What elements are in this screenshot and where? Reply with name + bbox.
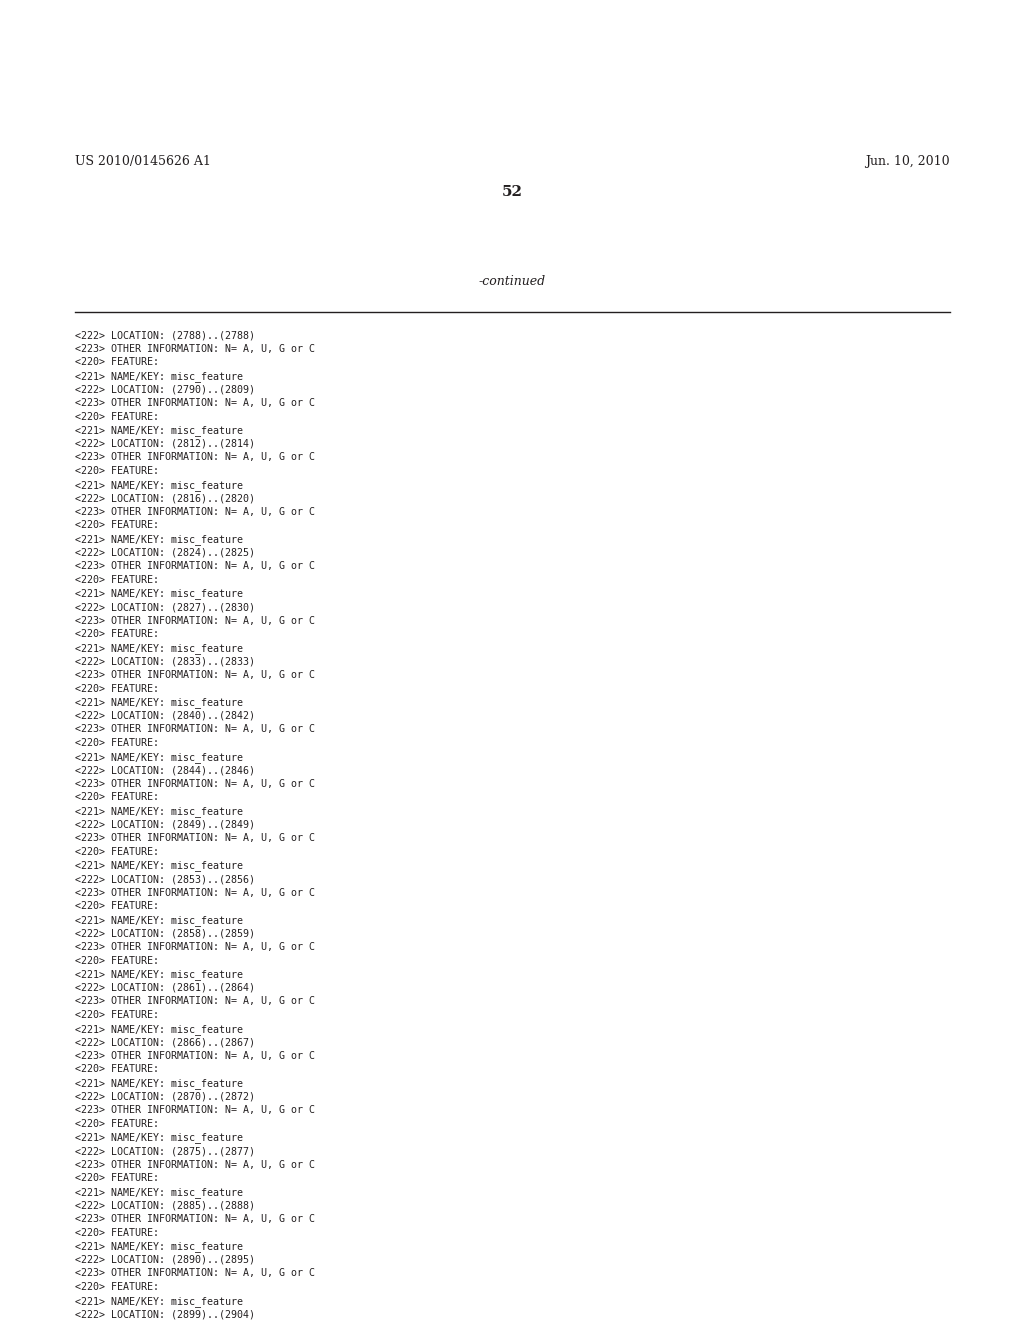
Text: <220> FEATURE:: <220> FEATURE: bbox=[75, 630, 159, 639]
Text: <223> OTHER INFORMATION: N= A, U, G or C: <223> OTHER INFORMATION: N= A, U, G or C bbox=[75, 1105, 315, 1115]
Text: <220> FEATURE:: <220> FEATURE: bbox=[75, 1173, 159, 1183]
Text: <222> LOCATION: (2875)..(2877): <222> LOCATION: (2875)..(2877) bbox=[75, 1146, 255, 1156]
Text: <220> FEATURE:: <220> FEATURE: bbox=[75, 466, 159, 477]
Text: <221> NAME/KEY: misc_feature: <221> NAME/KEY: misc_feature bbox=[75, 697, 243, 708]
Text: <222> LOCATION: (2870)..(2872): <222> LOCATION: (2870)..(2872) bbox=[75, 1092, 255, 1102]
Text: <221> NAME/KEY: misc_feature: <221> NAME/KEY: misc_feature bbox=[75, 915, 243, 925]
Text: <223> OTHER INFORMATION: N= A, U, G or C: <223> OTHER INFORMATION: N= A, U, G or C bbox=[75, 997, 315, 1006]
Text: <221> NAME/KEY: misc_feature: <221> NAME/KEY: misc_feature bbox=[75, 1078, 243, 1089]
Text: <221> NAME/KEY: misc_feature: <221> NAME/KEY: misc_feature bbox=[75, 1023, 243, 1035]
Text: <223> OTHER INFORMATION: N= A, U, G or C: <223> OTHER INFORMATION: N= A, U, G or C bbox=[75, 615, 315, 626]
Text: <223> OTHER INFORMATION: N= A, U, G or C: <223> OTHER INFORMATION: N= A, U, G or C bbox=[75, 1051, 315, 1061]
Text: US 2010/0145626 A1: US 2010/0145626 A1 bbox=[75, 154, 211, 168]
Text: <223> OTHER INFORMATION: N= A, U, G or C: <223> OTHER INFORMATION: N= A, U, G or C bbox=[75, 453, 315, 462]
Text: <222> LOCATION: (2858)..(2859): <222> LOCATION: (2858)..(2859) bbox=[75, 928, 255, 939]
Text: <220> FEATURE:: <220> FEATURE: bbox=[75, 574, 159, 585]
Text: <223> OTHER INFORMATION: N= A, U, G or C: <223> OTHER INFORMATION: N= A, U, G or C bbox=[75, 671, 315, 680]
Text: <223> OTHER INFORMATION: N= A, U, G or C: <223> OTHER INFORMATION: N= A, U, G or C bbox=[75, 1214, 315, 1224]
Text: <222> LOCATION: (2840)..(2842): <222> LOCATION: (2840)..(2842) bbox=[75, 710, 255, 721]
Text: <220> FEATURE:: <220> FEATURE: bbox=[75, 1119, 159, 1129]
Text: -continued: -continued bbox=[478, 275, 546, 288]
Text: <222> LOCATION: (2853)..(2856): <222> LOCATION: (2853)..(2856) bbox=[75, 874, 255, 884]
Text: <221> NAME/KEY: misc_feature: <221> NAME/KEY: misc_feature bbox=[75, 535, 243, 545]
Text: <221> NAME/KEY: misc_feature: <221> NAME/KEY: misc_feature bbox=[75, 1187, 243, 1197]
Text: <220> FEATURE:: <220> FEATURE: bbox=[75, 358, 159, 367]
Text: <223> OTHER INFORMATION: N= A, U, G or C: <223> OTHER INFORMATION: N= A, U, G or C bbox=[75, 833, 315, 843]
Text: <221> NAME/KEY: misc_feature: <221> NAME/KEY: misc_feature bbox=[75, 861, 243, 871]
Text: <220> FEATURE:: <220> FEATURE: bbox=[75, 520, 159, 531]
Text: <222> LOCATION: (2866)..(2867): <222> LOCATION: (2866)..(2867) bbox=[75, 1038, 255, 1047]
Text: <223> OTHER INFORMATION: N= A, U, G or C: <223> OTHER INFORMATION: N= A, U, G or C bbox=[75, 561, 315, 572]
Text: <220> FEATURE:: <220> FEATURE: bbox=[75, 1228, 159, 1238]
Text: <220> FEATURE:: <220> FEATURE: bbox=[75, 956, 159, 966]
Text: <220> FEATURE:: <220> FEATURE: bbox=[75, 902, 159, 911]
Text: <221> NAME/KEY: misc_feature: <221> NAME/KEY: misc_feature bbox=[75, 589, 243, 599]
Text: <221> NAME/KEY: misc_feature: <221> NAME/KEY: misc_feature bbox=[75, 1296, 243, 1307]
Text: 52: 52 bbox=[502, 185, 522, 199]
Text: <222> LOCATION: (2844)..(2846): <222> LOCATION: (2844)..(2846) bbox=[75, 766, 255, 775]
Text: <220> FEATURE:: <220> FEATURE: bbox=[75, 1282, 159, 1292]
Text: <222> LOCATION: (2788)..(2788): <222> LOCATION: (2788)..(2788) bbox=[75, 330, 255, 341]
Text: <221> NAME/KEY: misc_feature: <221> NAME/KEY: misc_feature bbox=[75, 425, 243, 436]
Text: <222> LOCATION: (2812)..(2814): <222> LOCATION: (2812)..(2814) bbox=[75, 438, 255, 449]
Text: <223> OTHER INFORMATION: N= A, U, G or C: <223> OTHER INFORMATION: N= A, U, G or C bbox=[75, 725, 315, 734]
Text: <221> NAME/KEY: misc_feature: <221> NAME/KEY: misc_feature bbox=[75, 751, 243, 763]
Text: <223> OTHER INFORMATION: N= A, U, G or C: <223> OTHER INFORMATION: N= A, U, G or C bbox=[75, 1269, 315, 1278]
Text: <220> FEATURE:: <220> FEATURE: bbox=[75, 684, 159, 693]
Text: <222> LOCATION: (2890)..(2895): <222> LOCATION: (2890)..(2895) bbox=[75, 1255, 255, 1265]
Text: <223> OTHER INFORMATION: N= A, U, G or C: <223> OTHER INFORMATION: N= A, U, G or C bbox=[75, 942, 315, 952]
Text: <223> OTHER INFORMATION: N= A, U, G or C: <223> OTHER INFORMATION: N= A, U, G or C bbox=[75, 507, 315, 517]
Text: <223> OTHER INFORMATION: N= A, U, G or C: <223> OTHER INFORMATION: N= A, U, G or C bbox=[75, 1159, 315, 1170]
Text: <223> OTHER INFORMATION: N= A, U, G or C: <223> OTHER INFORMATION: N= A, U, G or C bbox=[75, 343, 315, 354]
Text: <221> NAME/KEY: misc_feature: <221> NAME/KEY: misc_feature bbox=[75, 1133, 243, 1143]
Text: <221> NAME/KEY: misc_feature: <221> NAME/KEY: misc_feature bbox=[75, 643, 243, 653]
Text: <223> OTHER INFORMATION: N= A, U, G or C: <223> OTHER INFORMATION: N= A, U, G or C bbox=[75, 887, 315, 898]
Text: <223> OTHER INFORMATION: N= A, U, G or C: <223> OTHER INFORMATION: N= A, U, G or C bbox=[75, 779, 315, 789]
Text: <222> LOCATION: (2861)..(2864): <222> LOCATION: (2861)..(2864) bbox=[75, 983, 255, 993]
Text: <222> LOCATION: (2899)..(2904): <222> LOCATION: (2899)..(2904) bbox=[75, 1309, 255, 1319]
Text: <221> NAME/KEY: misc_feature: <221> NAME/KEY: misc_feature bbox=[75, 807, 243, 817]
Text: <220> FEATURE:: <220> FEATURE: bbox=[75, 847, 159, 857]
Text: <221> NAME/KEY: misc_feature: <221> NAME/KEY: misc_feature bbox=[75, 1241, 243, 1253]
Text: <220> FEATURE:: <220> FEATURE: bbox=[75, 412, 159, 421]
Text: <221> NAME/KEY: misc_feature: <221> NAME/KEY: misc_feature bbox=[75, 479, 243, 491]
Text: <222> LOCATION: (2833)..(2833): <222> LOCATION: (2833)..(2833) bbox=[75, 656, 255, 667]
Text: <222> LOCATION: (2827)..(2830): <222> LOCATION: (2827)..(2830) bbox=[75, 602, 255, 612]
Text: <220> FEATURE:: <220> FEATURE: bbox=[75, 1010, 159, 1020]
Text: <221> NAME/KEY: misc_feature: <221> NAME/KEY: misc_feature bbox=[75, 969, 243, 981]
Text: <220> FEATURE:: <220> FEATURE: bbox=[75, 792, 159, 803]
Text: <220> FEATURE:: <220> FEATURE: bbox=[75, 738, 159, 748]
Text: <222> LOCATION: (2885)..(2888): <222> LOCATION: (2885)..(2888) bbox=[75, 1200, 255, 1210]
Text: <222> LOCATION: (2849)..(2849): <222> LOCATION: (2849)..(2849) bbox=[75, 820, 255, 829]
Text: Jun. 10, 2010: Jun. 10, 2010 bbox=[865, 154, 950, 168]
Text: <222> LOCATION: (2824)..(2825): <222> LOCATION: (2824)..(2825) bbox=[75, 548, 255, 557]
Text: <223> OTHER INFORMATION: N= A, U, G or C: <223> OTHER INFORMATION: N= A, U, G or C bbox=[75, 399, 315, 408]
Text: <221> NAME/KEY: misc_feature: <221> NAME/KEY: misc_feature bbox=[75, 371, 243, 381]
Text: <222> LOCATION: (2790)..(2809): <222> LOCATION: (2790)..(2809) bbox=[75, 384, 255, 395]
Text: <220> FEATURE:: <220> FEATURE: bbox=[75, 1064, 159, 1074]
Text: <222> LOCATION: (2816)..(2820): <222> LOCATION: (2816)..(2820) bbox=[75, 494, 255, 503]
